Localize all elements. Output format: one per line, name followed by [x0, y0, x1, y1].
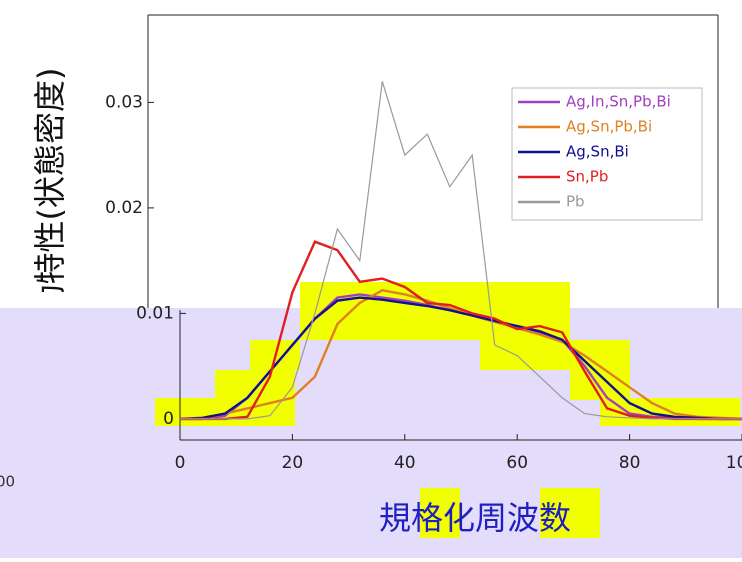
- x-label: 規格化周波数: [379, 499, 571, 537]
- x-tick-label: 100: [726, 453, 742, 473]
- x-tick-label: 0: [175, 453, 186, 473]
- legend-label: Ag,Sn,Bi: [566, 143, 629, 161]
- y-tick-label: 0.01: [136, 303, 174, 323]
- y-tick-label: 0.02: [105, 198, 143, 218]
- legend-label: Ag,Sn,Pb,Bi: [566, 118, 652, 136]
- annotation: 00: [0, 473, 15, 491]
- y-tick-label: 0.03: [105, 92, 143, 112]
- series-line: [180, 240, 742, 421]
- legend: [511, 87, 703, 221]
- highlight-blocks: [155, 282, 740, 538]
- x-tick-label: 80: [619, 453, 641, 473]
- overlay-panel: [0, 308, 742, 558]
- legend-label: Ag,In,Sn,Pb,Bi: [566, 93, 671, 111]
- y-label: 原子振動特性(状態密度): [31, 68, 69, 413]
- legend-label: Pb: [566, 193, 585, 211]
- series-line: [180, 81, 742, 420]
- legend-label: Sn,Pb: [566, 168, 608, 186]
- x-tick-label: 60: [506, 453, 528, 473]
- y-tick-label: 0: [163, 409, 174, 429]
- x-tick-label: 40: [394, 453, 416, 473]
- x-tick-label: 20: [282, 453, 304, 473]
